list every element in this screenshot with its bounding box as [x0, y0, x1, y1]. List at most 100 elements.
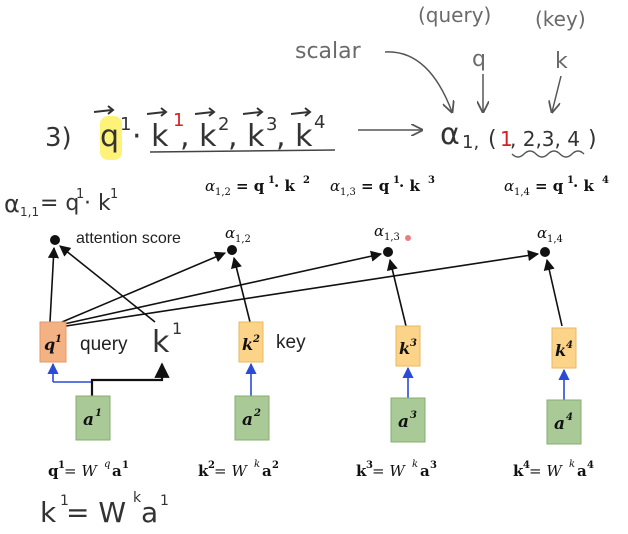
alpha-result-rest: , 2,3, 4 — [510, 127, 580, 151]
expr-k4-sup: 4 — [314, 112, 325, 133]
svg-text:k: k — [399, 339, 410, 358]
svg-text:k: k — [198, 462, 209, 480]
expr-q-sup: 1 — [120, 114, 131, 135]
svg-text:4: 4 — [587, 460, 594, 471]
svg-text:= q: = q — [236, 177, 265, 195]
svg-text:α: α — [374, 222, 384, 240]
svg-text:1,3: 1,3 — [340, 187, 356, 198]
svg-text:α: α — [4, 190, 20, 218]
alpha-result-symbol: α — [440, 117, 460, 152]
q-letter: q — [472, 47, 486, 72]
q1-to-score11 — [47, 246, 60, 323]
q1-box: q 1 — [39, 321, 67, 363]
svg-text:a: a — [112, 462, 122, 480]
svg-text:1,2: 1,2 — [215, 187, 231, 198]
k4-to-score14 — [543, 258, 563, 327]
svg-text:1: 1 — [58, 460, 65, 471]
svg-text:a: a — [577, 462, 587, 480]
svg-text:a: a — [398, 412, 409, 432]
svg-text:k: k — [569, 459, 575, 470]
q1-to-score12 — [61, 251, 227, 323]
expr-k4: , k — [276, 119, 313, 154]
step-number: 3) — [45, 123, 72, 153]
svg-text:a: a — [554, 414, 565, 434]
svg-text:1: 1 — [567, 175, 574, 186]
score-node-12 — [227, 245, 237, 255]
eq-k4: k 4 = W k a 4 — [513, 459, 594, 480]
svg-text:1: 1 — [122, 460, 129, 471]
svg-text:= q: = q — [535, 177, 564, 195]
svg-text:4: 4 — [523, 460, 530, 471]
expr-k1-sup: 1 — [173, 110, 184, 131]
svg-text:a: a — [141, 496, 158, 529]
svg-text:a: a — [420, 462, 430, 480]
svg-text:= q: = q — [40, 191, 79, 216]
svg-text:α: α — [330, 177, 340, 195]
score-label-12: α 1,2 — [225, 224, 251, 245]
a2-box: a 2 — [234, 395, 270, 441]
svg-text:= W: = W — [214, 462, 248, 480]
score-node-14 — [540, 247, 550, 257]
k1-handwritten: k 1 — [152, 319, 182, 360]
svg-text:= W: = W — [66, 496, 126, 529]
svg-text:1: 1 — [60, 493, 69, 509]
alpha-result-open: ( — [488, 127, 497, 152]
svg-text:= W: = W — [64, 462, 98, 480]
k4-box: k 4 — [551, 327, 577, 369]
left-note: α 1,1 = q 1 · k 1 — [4, 187, 118, 219]
expr-k3: , k — [228, 119, 265, 154]
svg-text:k: k — [242, 335, 253, 354]
formula-a13: α 1,3 = q 1 · k 3 — [330, 175, 435, 198]
q-highlight — [100, 116, 122, 160]
eq-k1-handwritten: k 1 = W k a 1 — [40, 490, 169, 529]
alpha-result: α 1, ( 1 , 2,3, 4 ) — [440, 117, 597, 158]
expr-underline — [149, 149, 336, 153]
k3-to-score13 — [386, 258, 407, 327]
svg-text:1: 1 — [110, 187, 118, 202]
eq-q1: q 1 = W q a 1 — [48, 459, 129, 480]
svg-text:k: k — [133, 490, 142, 506]
svg-text:a: a — [242, 410, 253, 430]
scalar-label: scalar — [295, 39, 362, 64]
score-node-13 — [383, 247, 393, 257]
expr-k2: , k — [180, 119, 217, 154]
svg-text:1,3: 1,3 — [384, 232, 400, 243]
svg-text:= q: = q — [361, 177, 390, 195]
expr-k2-sup: 2 — [218, 114, 229, 135]
svg-text:1,4: 1,4 — [514, 187, 530, 198]
eq-k2: k 2 = W k a 2 — [198, 459, 279, 480]
eq-k3: k 3 = W k a 3 — [356, 459, 437, 480]
svg-text:4: 4 — [602, 175, 609, 186]
a3-box: a 3 — [390, 397, 426, 443]
alpha-result-close: ) — [588, 127, 597, 152]
svg-text:1: 1 — [76, 187, 84, 202]
svg-text:q: q — [104, 459, 110, 470]
svg-text:2: 2 — [253, 408, 261, 419]
svg-text:2: 2 — [252, 334, 260, 345]
k1-to-score11 — [59, 245, 156, 323]
svg-text:k: k — [412, 459, 418, 470]
dot-expression: q 1 · k 1 , k 2 , k 3 , k 4 — [93, 105, 325, 154]
q1-to-score13 — [63, 250, 383, 325]
formula-a14: α 1,4 = q 1 · k 4 — [504, 175, 609, 198]
svg-text:2: 2 — [272, 460, 279, 471]
svg-text:· k: · k — [274, 177, 295, 195]
svg-text:1,1: 1,1 — [20, 205, 39, 219]
svg-text:α: α — [537, 224, 547, 242]
a4-box: a 4 — [546, 399, 582, 445]
score-label-13: α 1,3 — [374, 222, 400, 243]
k-letter: k — [555, 49, 568, 74]
svg-text:· k: · k — [573, 177, 594, 195]
svg-text:3: 3 — [430, 460, 437, 471]
svg-text:k: k — [356, 462, 367, 480]
svg-text:α: α — [205, 177, 215, 195]
svg-text:1: 1 — [393, 175, 400, 186]
svg-text:k: k — [513, 462, 524, 480]
svg-text:k: k — [152, 325, 170, 360]
k2-box: k 2 — [238, 321, 264, 363]
svg-text:k: k — [254, 459, 260, 470]
q1-to-score14 — [65, 249, 540, 327]
svg-text:1: 1 — [55, 334, 62, 345]
svg-text:q: q — [44, 335, 55, 354]
